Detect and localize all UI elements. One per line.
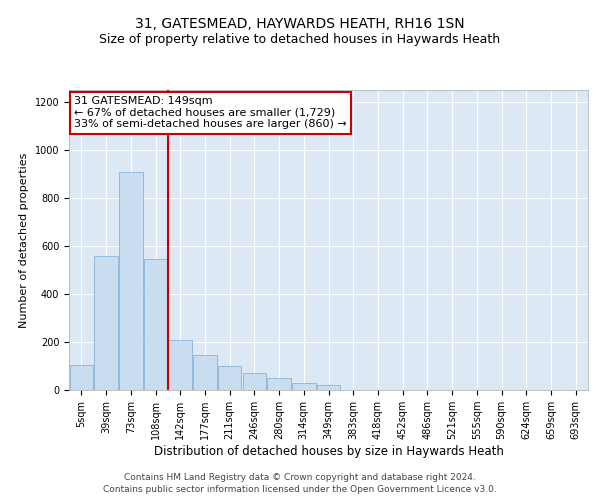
Y-axis label: Number of detached properties: Number of detached properties bbox=[19, 152, 29, 328]
Bar bbox=[218, 366, 241, 390]
Text: Contains HM Land Registry data © Crown copyright and database right 2024.: Contains HM Land Registry data © Crown c… bbox=[124, 472, 476, 482]
Bar bbox=[169, 340, 192, 390]
Text: 31 GATESMEAD: 149sqm
← 67% of detached houses are smaller (1,729)
33% of semi-de: 31 GATESMEAD: 149sqm ← 67% of detached h… bbox=[74, 96, 347, 129]
Text: Size of property relative to detached houses in Haywards Heath: Size of property relative to detached ho… bbox=[100, 32, 500, 46]
Bar bbox=[242, 373, 266, 390]
X-axis label: Distribution of detached houses by size in Haywards Heath: Distribution of detached houses by size … bbox=[154, 445, 503, 458]
Text: 31, GATESMEAD, HAYWARDS HEATH, RH16 1SN: 31, GATESMEAD, HAYWARDS HEATH, RH16 1SN bbox=[135, 18, 465, 32]
Text: Contains public sector information licensed under the Open Government Licence v3: Contains public sector information licen… bbox=[103, 485, 497, 494]
Bar bbox=[70, 365, 93, 390]
Bar bbox=[268, 378, 291, 390]
Bar bbox=[119, 172, 143, 390]
Bar bbox=[193, 355, 217, 390]
Bar bbox=[317, 385, 340, 390]
Bar bbox=[144, 259, 167, 390]
Bar bbox=[94, 256, 118, 390]
Bar bbox=[292, 383, 316, 390]
